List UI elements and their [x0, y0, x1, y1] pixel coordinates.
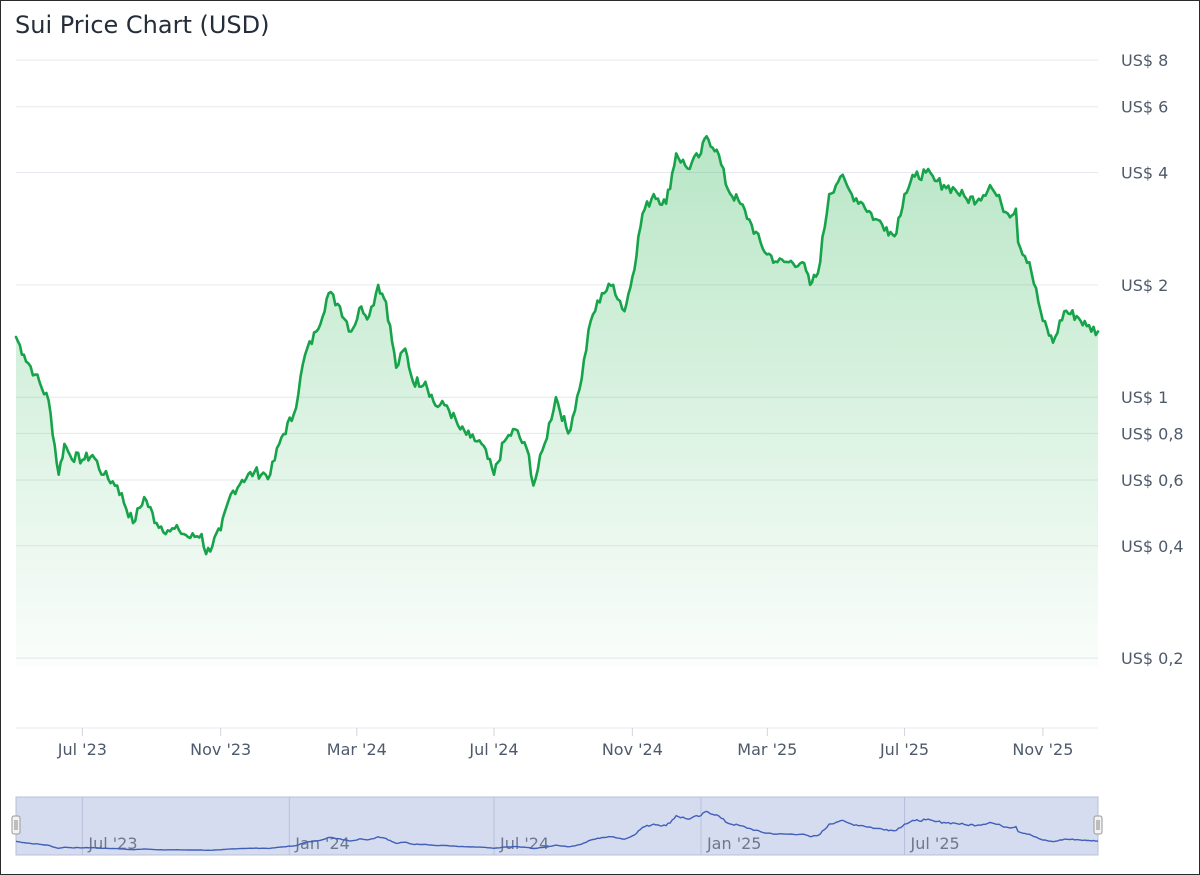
x-tick-label-7: Nov '25 — [1012, 740, 1073, 759]
x-tick-label-1: Nov '23 — [190, 740, 251, 759]
x-axis-ticks: Jul '23 Nov '23 Mar '24 Jul '24 Nov '24 Mar '… — [57, 728, 1073, 759]
navigator-left-handle[interactable] — [11, 815, 21, 835]
y-tick-label-6: US$ 0,6 — [1121, 471, 1184, 490]
x-tick-label-3: Jul '24 — [468, 740, 518, 759]
x-tick-label-4: Nov '24 — [602, 740, 663, 759]
x-tick-label-2: Mar '24 — [327, 740, 387, 759]
x-tick-label-5: Mar '25 — [737, 740, 797, 759]
x-tick-label-0: Jul '23 — [57, 740, 107, 759]
navigator-line — [15, 810, 1099, 852]
y-tick-label-1: US$ 6 — [1121, 98, 1168, 117]
line-layer — [14, 135, 1100, 556]
navigator-tick-label-3: Jan '25 — [706, 834, 762, 853]
y-tick-label-4: US$ 1 — [1121, 388, 1168, 407]
price-line[interactable] — [14, 135, 1100, 556]
y-tick-label-5: US$ 0,8 — [1121, 424, 1184, 443]
navigator[interactable]: Jul '23 Jan '24 Jul '24 Jan '25 Jul '25 — [11, 796, 1103, 856]
navigator-tick-label-0: Jul '23 — [87, 834, 137, 853]
x-tick-label-6: Jul '25 — [879, 740, 929, 759]
y-axis-ticks: US$ 8 US$ 6 US$ 4 US$ 2 US$ 1 US$ 0,8 US$ 0,6 U… — [1121, 51, 1184, 668]
y-tick-label-0: US$ 8 — [1121, 51, 1168, 70]
navigator-tick-label-2: Jul '24 — [499, 834, 549, 853]
y-tick-label-3: US$ 2 — [1121, 276, 1168, 295]
y-tick-label-2: US$ 4 — [1121, 163, 1168, 182]
y-tick-label-8: US$ 0,2 — [1121, 649, 1184, 668]
navigator-tick-label-4: Jul '25 — [910, 834, 960, 853]
chart-title: Sui Price Chart (USD) — [15, 11, 270, 39]
y-tick-label-7: US$ 0,4 — [1121, 537, 1184, 556]
navigator-right-handle[interactable] — [1093, 815, 1103, 835]
